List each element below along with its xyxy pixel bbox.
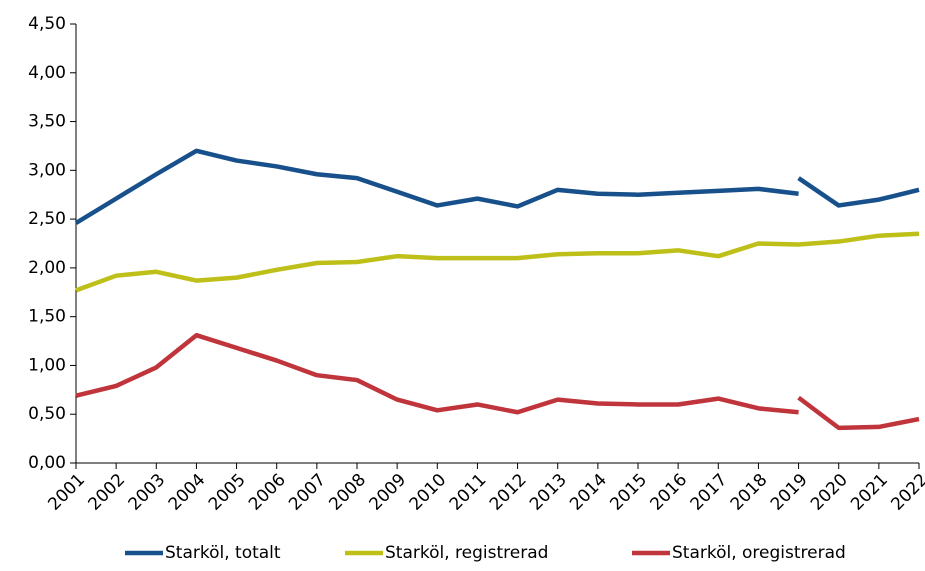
x-tick-label: 2011 <box>446 470 491 515</box>
legend-label: Starköl, registrerad <box>385 543 548 563</box>
legend-label: Starköl, oregistrerad <box>672 543 846 563</box>
y-tick-label: 0,00 <box>28 453 66 473</box>
legend-label: Starköl, totalt <box>165 543 281 563</box>
x-tick-label: 2018 <box>727 470 772 515</box>
series-line <box>75 231 920 293</box>
x-tick-label: 2015 <box>606 470 651 515</box>
series-line <box>74 148 799 225</box>
x-tick-label: 2016 <box>646 470 691 515</box>
x-tick-label: 2022 <box>887 470 925 515</box>
y-tick-label: 3,00 <box>28 160 66 180</box>
y-tick-label: 2,00 <box>28 258 66 278</box>
x-tick-label: 2003 <box>125 470 170 515</box>
series-line <box>75 332 799 415</box>
x-tick-label: 2013 <box>526 470 571 515</box>
series-line <box>797 395 920 431</box>
x-tick-label: 2006 <box>245 470 290 515</box>
series-line <box>797 176 920 208</box>
y-tick-label: 3,50 <box>28 112 66 132</box>
x-tick-label: 2017 <box>687 470 732 515</box>
x-tick-label: 2001 <box>44 470 89 515</box>
y-tick-label: 4,00 <box>28 63 66 83</box>
x-tick-label: 2019 <box>767 470 812 515</box>
y-tick-label: 0,50 <box>28 404 66 424</box>
x-tick-label: 2010 <box>406 470 451 515</box>
x-tick-label: 2009 <box>365 470 410 515</box>
x-tick-label: 2004 <box>165 470 210 515</box>
x-tick-label: 2002 <box>84 470 129 515</box>
x-tick-label: 2021 <box>847 470 892 515</box>
x-tick-label: 2014 <box>566 470 611 515</box>
y-tick-label: 1,50 <box>28 307 66 327</box>
y-tick-label: 4,50 <box>28 14 66 34</box>
y-tick-label: 2,50 <box>28 209 66 229</box>
x-tick-label: 2005 <box>205 470 250 515</box>
y-tick-label: 1,00 <box>28 355 66 375</box>
x-tick-label: 2020 <box>807 470 852 515</box>
x-tick-label: 2012 <box>486 470 531 515</box>
x-tick-label: 2008 <box>325 470 370 515</box>
x-tick-label: 2007 <box>285 470 330 515</box>
